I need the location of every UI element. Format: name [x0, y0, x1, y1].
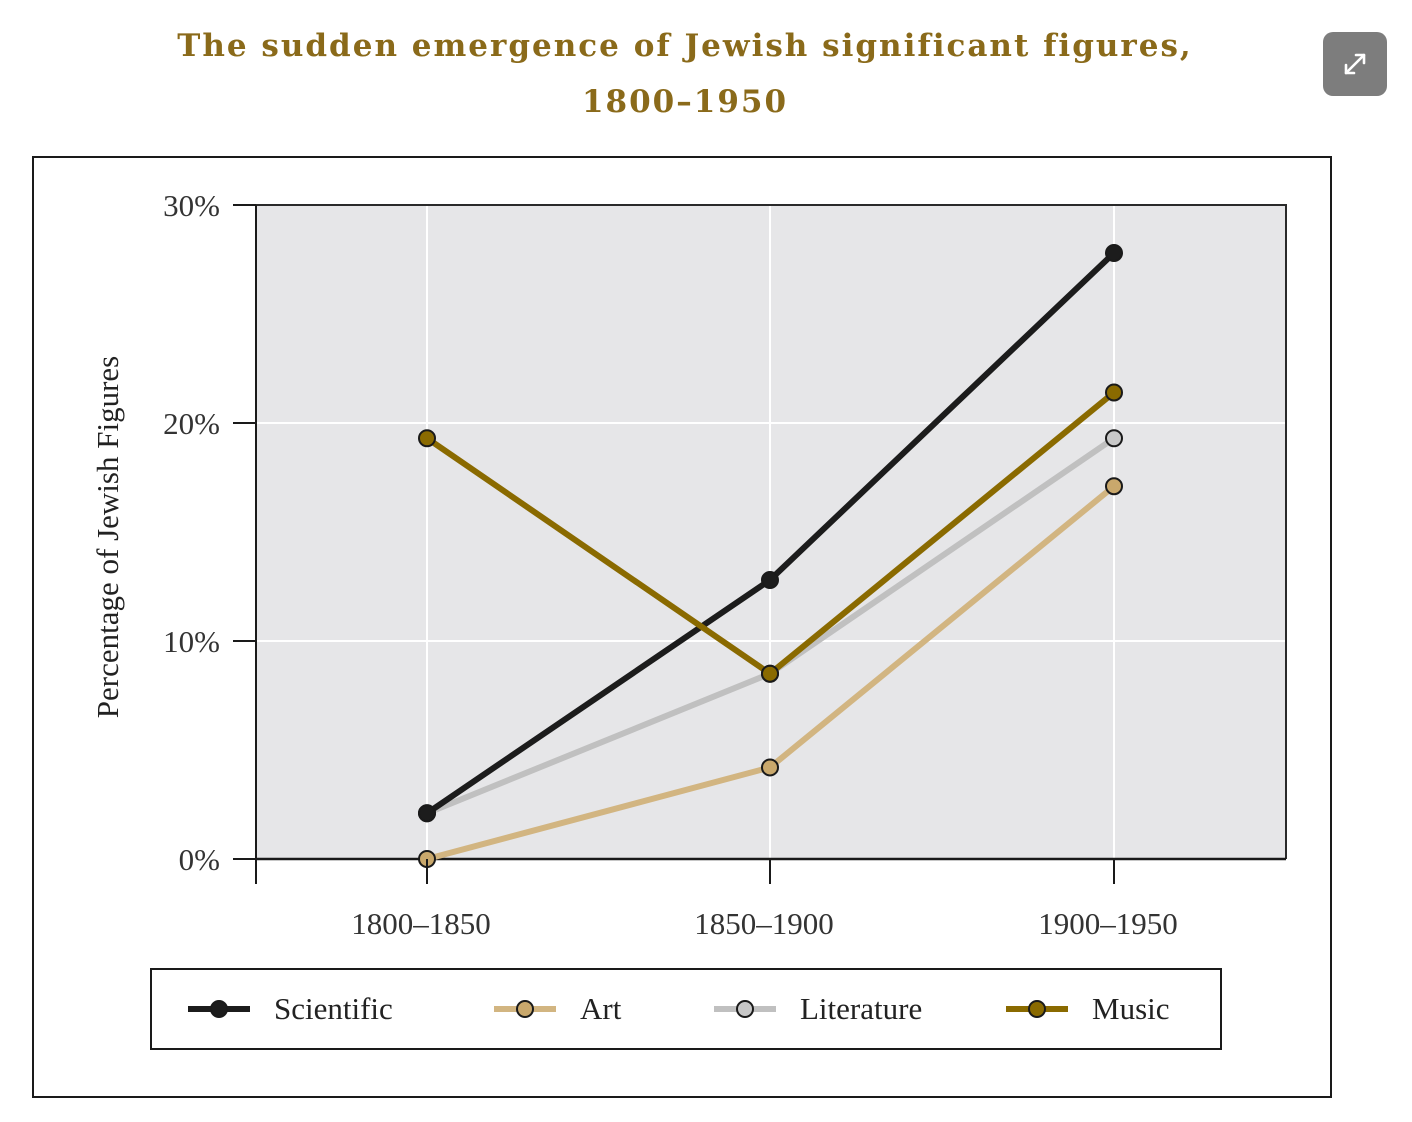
- legend-swatch-music: [1006, 1000, 1068, 1018]
- y-tick-label: 0%: [179, 842, 220, 877]
- legend: Scientific Art Literature Music: [150, 968, 1222, 1050]
- data-point-scientific: [761, 570, 779, 589]
- data-point-literature: [1105, 429, 1123, 448]
- legend-swatch-art: [494, 1000, 556, 1018]
- chart-title-line-2: 1800–1950: [581, 84, 789, 120]
- legend-label-art: Art: [580, 991, 622, 1026]
- chart-frame: [32, 156, 1332, 1098]
- data-point-music: [418, 429, 436, 448]
- legend-swatch-scientific: [188, 1000, 250, 1018]
- legend-label-music: Music: [1092, 991, 1170, 1026]
- y-tick-label: 10%: [163, 624, 220, 659]
- legend-label-literature: Literature: [800, 991, 923, 1026]
- plot-border: [256, 204, 1287, 859]
- legend-item-art: Art: [492, 970, 621, 1048]
- x-tick-label: 1900–1950: [1038, 906, 1178, 941]
- data-point-art: [761, 758, 779, 777]
- y-tick-label: 20%: [163, 406, 220, 441]
- data-point-scientific: [418, 804, 436, 823]
- data-point-music: [761, 664, 779, 683]
- x-tick-label: 1850–1900: [694, 906, 834, 941]
- chart-title: The sudden emergence of Jewish significa…: [0, 18, 1370, 130]
- chart-title-line-1: The sudden emergence of Jewish significa…: [177, 28, 1193, 64]
- legend-swatch-literature: [714, 1000, 776, 1018]
- y-tick-label: 30%: [163, 188, 220, 223]
- data-point-music: [1105, 383, 1123, 402]
- expand-button[interactable]: [1323, 32, 1387, 96]
- legend-item-music: Music: [1004, 970, 1170, 1048]
- legend-label-scientific: Scientific: [274, 991, 393, 1026]
- legend-item-literature: Literature: [712, 970, 922, 1048]
- x-tick-label: 1800–1850: [351, 906, 491, 941]
- data-point-scientific: [1105, 243, 1123, 262]
- data-point-art: [1105, 477, 1123, 496]
- y-axis-label: Percentage of Jewish Figures: [90, 356, 125, 718]
- expand-icon: [1344, 53, 1366, 75]
- legend-item-scientific: Scientific: [186, 970, 393, 1048]
